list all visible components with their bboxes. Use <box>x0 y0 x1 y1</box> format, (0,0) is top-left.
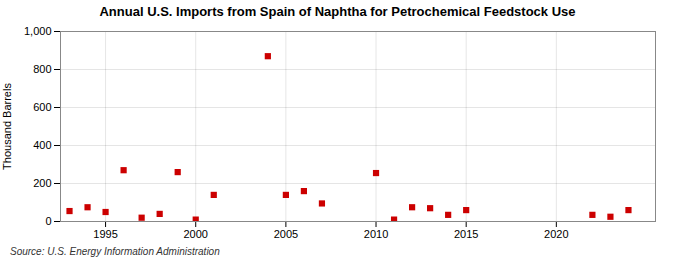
svg-text:2010: 2010 <box>364 228 388 240</box>
svg-text:2020: 2020 <box>544 228 568 240</box>
svg-text:600: 600 <box>33 101 51 113</box>
svg-text:Thousand Barrels: Thousand Barrels <box>1 83 13 170</box>
html-text:Annual U.S. Imports from Spain: Annual U.S. Imports from Spain of Naphth… <box>99 4 576 19</box>
svg-text:0: 0 <box>45 215 51 227</box>
svg-text:200: 200 <box>33 177 51 189</box>
svg-text:2005: 2005 <box>274 228 298 240</box>
svg-text:1,000: 1,000 <box>24 25 52 37</box>
html-text:Source: U.S. Energy Informatio: Source: U.S. Energy Information Administ… <box>10 246 220 257</box>
svg-text:800: 800 <box>33 63 51 75</box>
svg-text:2015: 2015 <box>454 228 478 240</box>
svg-text:400: 400 <box>33 139 51 151</box>
svg-text:1995: 1995 <box>93 228 117 240</box>
svg-text:2000: 2000 <box>183 228 207 240</box>
